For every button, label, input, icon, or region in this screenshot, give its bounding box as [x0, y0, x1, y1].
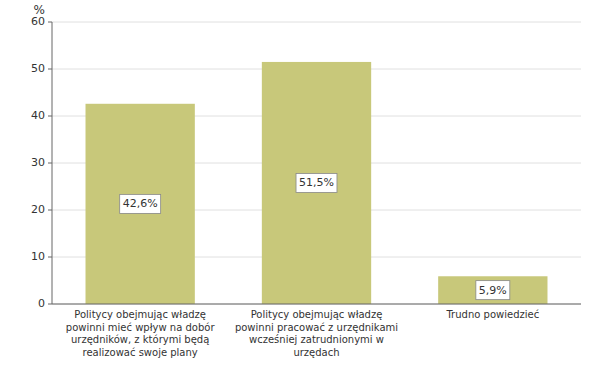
y-tick-label: 50: [31, 62, 45, 75]
y-tick: [48, 304, 52, 305]
x-tick-label: Politycy obejmując władzępowinni pracowa…: [235, 309, 398, 358]
bars: [86, 62, 548, 304]
x-axis-line: [52, 304, 581, 305]
data-label-box: [120, 194, 161, 213]
y-tick-label: 40: [31, 109, 45, 122]
y-tick-label: 20: [31, 203, 45, 216]
bar: [438, 276, 547, 304]
chart-container: 0102030405060%Politycy obejmując władzęp…: [0, 0, 595, 376]
y-axis-line: [52, 22, 53, 304]
bar: [262, 62, 371, 304]
data-label-box: [296, 173, 337, 192]
y-tick-label: 10: [31, 250, 45, 263]
data-label: 42,6%: [123, 197, 158, 210]
x-axis: Politycy obejmując władzępowinni mieć wp…: [66, 309, 539, 358]
y-tick: [48, 210, 52, 211]
x-tick-label: Trudno powiedzieć: [445, 309, 539, 320]
y-tick: [48, 257, 52, 258]
y-axis-label: %: [34, 3, 45, 17]
data-labels: 42,6% 51,5% 5,9%: [120, 173, 510, 299]
grid-line: [52, 304, 581, 305]
y-tick: [48, 163, 52, 164]
grid: [52, 22, 581, 304]
chart: 0102030405060%Politycy obejmując władzęp…: [0, 0, 595, 376]
y-axis: 0102030405060: [31, 15, 52, 310]
y-tick: [48, 22, 52, 23]
y-tick: [48, 116, 52, 117]
y-tick: [48, 69, 52, 70]
y-tick-label: 0: [38, 297, 45, 310]
grid-line: [52, 22, 581, 23]
data-label-box: [476, 281, 510, 300]
y-tick-label: 30: [31, 156, 45, 169]
bar: [86, 104, 195, 304]
x-tick-label: Politycy obejmując władzępowinni mieć wp…: [66, 309, 216, 358]
data-label: 51,5%: [299, 176, 334, 189]
data-label: 5,9%: [479, 284, 507, 297]
